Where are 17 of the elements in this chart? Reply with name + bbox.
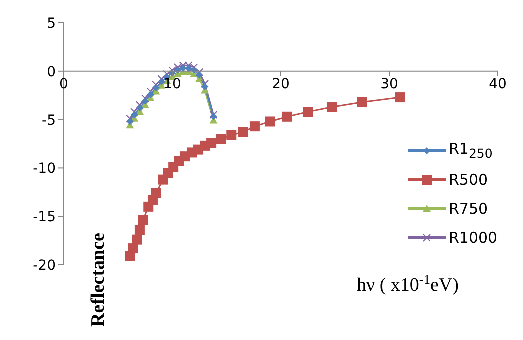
x-tick-label: 30 [380,76,398,92]
y-tick-label: -10 [33,161,56,178]
legend-label: R1000 [449,228,498,246]
y-tick-label: -5 [42,112,56,129]
x-tick-label: 40 [489,76,507,92]
y-tick-label: -15 [33,210,56,226]
y-tick-label: 5 [47,16,56,32]
y-axis-title: Reflectance [88,233,109,327]
y-tick-label: 0 [47,64,56,80]
x-tick-label: 20 [272,76,290,92]
x-tick-label: 0 [60,76,68,92]
legend-label: R750 [449,200,488,218]
legend-label: R1$_{250}$ [449,140,493,161]
x-tick-label: 10 [164,76,182,92]
x-axis-title: hν ( x10$^{-1}$eV) [357,272,459,296]
y-tick-label: -20 [33,258,56,274]
legend-label: R500 [449,170,488,188]
